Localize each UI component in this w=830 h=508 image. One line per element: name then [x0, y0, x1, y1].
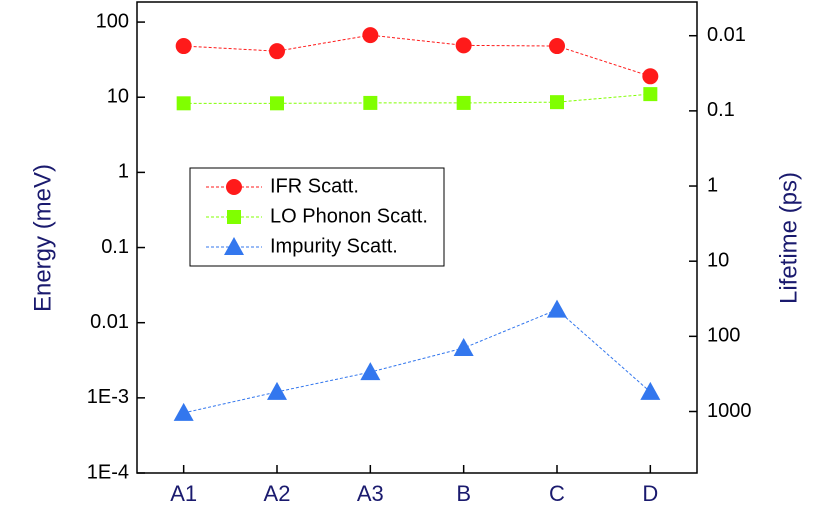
- x-tick-label: D: [642, 481, 658, 506]
- x-tick-label: B: [456, 481, 471, 506]
- x-tick-label: A1: [170, 481, 197, 506]
- y-axis-label: Energy (meV): [29, 164, 56, 312]
- marker: [267, 381, 287, 400]
- marker: [362, 27, 379, 44]
- marker: [549, 38, 565, 55]
- y-tick-label: 10: [107, 86, 129, 108]
- legend-label: LO Phonon Scatt.: [270, 205, 428, 227]
- series-line: [183, 93, 651, 104]
- legend: IFR Scatt. LO Phonon Scatt. Impurity Scatt…: [189, 167, 445, 267]
- legend-label: IFR Scatt.: [270, 175, 359, 197]
- series-line: [183, 309, 651, 414]
- y2-tick-label: 100: [707, 325, 740, 347]
- x-tick-label: C: [549, 481, 565, 506]
- plot-frame: [136, 1, 698, 474]
- marker: [360, 362, 381, 381]
- y-tick-label: 1E-4: [87, 461, 129, 483]
- marker: [224, 237, 244, 255]
- marker: [550, 95, 564, 110]
- marker: [176, 96, 191, 111]
- marker: [363, 95, 378, 110]
- x-tick-label: A3: [357, 481, 384, 506]
- y-tick-label: 0.01: [90, 311, 129, 333]
- marker: [455, 37, 472, 54]
- series-line: [183, 34, 651, 77]
- y2-tick-label: 10: [707, 249, 729, 271]
- y2-tick-label: 1000: [707, 400, 752, 422]
- marker: [642, 68, 659, 85]
- marker: [643, 87, 658, 102]
- marker: [173, 402, 194, 421]
- y-tick-label: 0.1: [101, 236, 129, 258]
- marker: [547, 299, 567, 318]
- y2-axis-label: Lifetime (ps): [775, 172, 802, 304]
- y2-tick-label: 0.01: [707, 24, 746, 46]
- y2-tick-label: 0.1: [707, 99, 735, 121]
- y-tick-label: 1: [118, 161, 129, 183]
- y-tick-label: 100: [96, 10, 129, 32]
- marker: [269, 43, 285, 60]
- marker: [227, 210, 241, 224]
- marker: [226, 179, 242, 195]
- marker: [270, 96, 284, 111]
- marker: [640, 381, 661, 400]
- y-tick-label: 1E-3: [87, 386, 129, 408]
- x-tick-label: A2: [264, 481, 291, 506]
- marker: [456, 95, 471, 110]
- legend-label: Impurity Scatt.: [270, 235, 398, 257]
- marker: [453, 338, 474, 357]
- marker: [175, 38, 192, 55]
- y2-tick-label: 1: [707, 174, 718, 196]
